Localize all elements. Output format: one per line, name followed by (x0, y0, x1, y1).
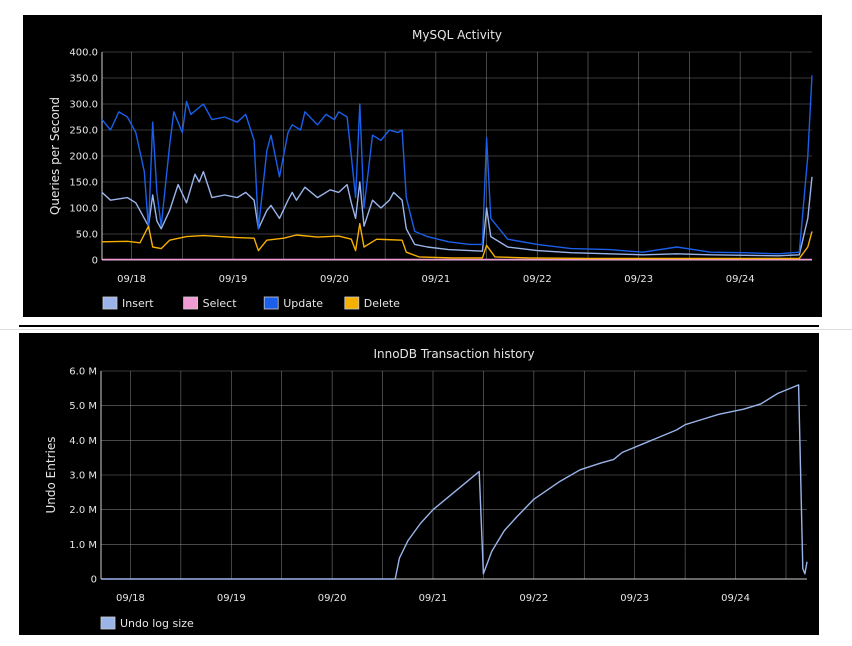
y-tick-label: 400.0 (69, 48, 98, 59)
legend-swatch-undo-log-size (100, 616, 116, 630)
x-tick-label: 09/23 (624, 274, 653, 285)
y-tick-label: 300.0 (69, 100, 98, 111)
y-tick-label: 250.0 (69, 126, 98, 137)
x-tick-label: 09/19 (219, 274, 248, 285)
legend-label-update: Update (283, 297, 323, 310)
series-line-delete (101, 222, 813, 260)
x-tick-label: 09/20 (318, 593, 347, 604)
y-tick-label: 5.0 M (69, 401, 97, 412)
y-tick-label: 3.0 M (69, 471, 97, 482)
x-tick-label: 09/19 (217, 593, 246, 604)
x-tick-label: 09/24 (726, 274, 755, 285)
y-tick-label: 0 (92, 256, 98, 267)
y-tick-label: 350.0 (69, 74, 98, 85)
y-tick-label: 200.0 (69, 152, 98, 163)
legend-label-insert: Insert (122, 297, 154, 310)
x-tick-label: 09/21 (419, 593, 448, 604)
legend-swatch-select (183, 296, 199, 310)
legend-swatch-delete (344, 296, 360, 310)
mysql-activity-svg: MySQL Activity 0 50.0 100.0 150.0 200.0 250.0 3… (48, 28, 813, 310)
legend-label-undo-log-size: Undo log size (120, 617, 194, 630)
x-tick-label: 09/20 (320, 274, 349, 285)
y-tick-label: 2.0 M (69, 505, 97, 516)
x-tick-label: 09/22 (519, 593, 548, 604)
innodb-history-svg: InnoDB Transaction history 0 1.0 M 2.0 M 3.0… (44, 347, 808, 630)
x-tick-label: 09/22 (523, 274, 552, 285)
y-tick-label: 100.0 (69, 204, 98, 215)
legend-label-delete: Delete (364, 297, 400, 310)
y-tick-label: 4.0 M (69, 436, 97, 447)
x-tick-label: 09/23 (620, 593, 649, 604)
x-tick-label: 09/18 (116, 593, 145, 604)
chart-title: InnoDB Transaction history (373, 347, 534, 361)
legend-swatch-insert (102, 296, 118, 310)
x-tick-label: 09/24 (721, 593, 750, 604)
y-axis-label: Queries per Second (48, 97, 62, 215)
series-line-undo-log-size (101, 384, 808, 580)
series-line-insert (101, 170, 813, 257)
y-tick-label: 0 (91, 575, 97, 586)
innodb-history-chart: InnoDB Transaction history 0 1.0 M 2.0 M 3.0… (19, 333, 819, 635)
panel-separator (19, 325, 819, 327)
legend-label-select: Select (203, 297, 238, 310)
x-tick-label: 09/21 (421, 274, 450, 285)
y-tick-label: 150.0 (69, 178, 98, 189)
y-tick-label: 50.0 (76, 230, 98, 241)
y-tick-label: 6.0 M (69, 367, 97, 378)
chart-title: MySQL Activity (412, 28, 502, 42)
y-tick-label: 1.0 M (69, 540, 97, 551)
legend-swatch-update (263, 296, 279, 310)
panel-separator-light (0, 329, 852, 330)
mysql-activity-chart: MySQL Activity 0 50.0 100.0 150.0 200.0 250.0 3… (23, 15, 822, 317)
x-tick-label: 09/18 (117, 274, 146, 285)
series-line-update (101, 75, 813, 255)
y-axis-label: Undo Entries (44, 437, 58, 514)
